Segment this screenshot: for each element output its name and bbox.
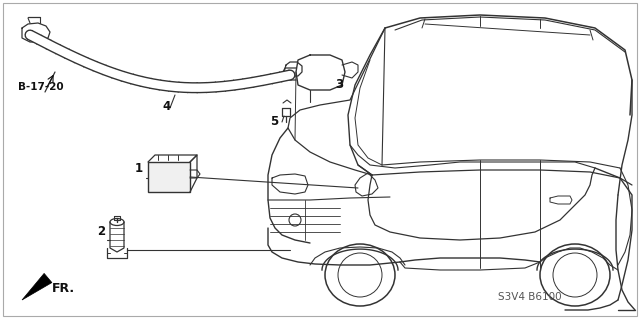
Bar [148,162,190,192]
Text: 4: 4 [162,100,170,113]
Text: 2: 2 [97,225,105,238]
Polygon shape [22,273,52,300]
Text: 1: 1 [135,162,143,175]
Text: FR.: FR. [52,281,75,294]
Text: 5: 5 [270,115,278,128]
Text: B-17-20: B-17-20 [18,82,63,92]
Text: S3V4 B6100: S3V4 B6100 [498,292,562,302]
Text: 3: 3 [335,78,343,91]
